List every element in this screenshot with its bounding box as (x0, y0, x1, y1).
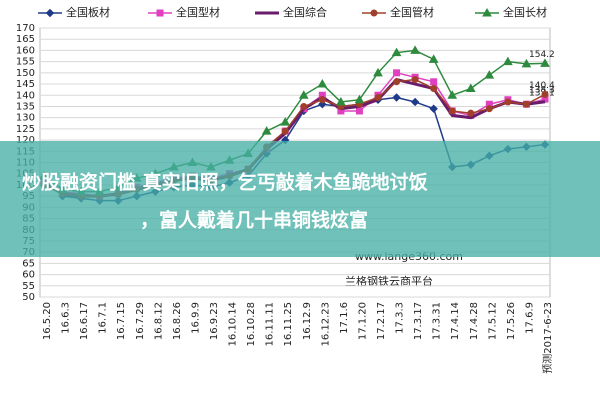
x-tick-label: 16.8.26 (172, 302, 183, 340)
x-tick-label: 17.3.17 (413, 302, 424, 340)
y-tick-label: 60 (22, 270, 35, 281)
marker (448, 107, 456, 115)
y-tick-label: 125 (16, 124, 35, 135)
y-tick-label: 145 (16, 79, 35, 90)
marker (336, 96, 346, 106)
x-tick-label: 17.5.26 (506, 302, 517, 340)
marker (410, 45, 420, 54)
marker (504, 98, 512, 106)
marker (393, 69, 401, 77)
y-tick-label: 55 (22, 281, 35, 292)
marker (428, 54, 439, 63)
marker (430, 78, 438, 86)
marker (503, 56, 513, 66)
marker (465, 83, 476, 93)
x-tick-label: 16.10.28 (246, 302, 257, 347)
marker (373, 67, 383, 77)
y-tick-label: 155 (16, 57, 35, 68)
x-tick-label: 16.5.20 (42, 302, 53, 340)
marker (467, 109, 475, 117)
overlay-headline: 炒股融资门槛 真实旧照，乞丐敲着木鱼跪地讨饭 (22, 171, 428, 194)
legend-label: 全国板材 (66, 5, 110, 19)
marker (393, 78, 401, 86)
marker (522, 100, 530, 108)
marker (410, 97, 420, 107)
data-label: 154.2 (529, 50, 555, 60)
data-label: 138.3 (529, 86, 555, 96)
x-tick-label: 17.3.3 (395, 302, 406, 334)
x-tick-label: 17.3.31 (432, 302, 443, 340)
x-tick-label: 17.6.9 (524, 302, 535, 334)
legend-marker (482, 7, 492, 17)
marker (374, 93, 382, 101)
y-tick-label: 130 (16, 113, 35, 124)
legend-marker (45, 8, 55, 18)
legend-label: 全国管材 (390, 5, 434, 19)
marker (281, 127, 289, 135)
x-tick-label: 16.12.23 (320, 302, 331, 347)
x-tick-label: 16.12.9 (302, 302, 313, 340)
x-tick-label: 17.4.14 (450, 302, 461, 340)
marker (485, 105, 493, 113)
x-tick-label: 16.7.1 (98, 302, 109, 334)
x-tick-label: 17.1.6 (339, 302, 350, 334)
marker (484, 70, 495, 79)
y-tick-label: 150 (16, 68, 35, 79)
y-tick-label: 140 (16, 90, 35, 101)
x-tick-label: 16.11.11 (265, 302, 276, 347)
legend-marker (156, 9, 164, 17)
marker (447, 90, 458, 99)
x-tick-label: 17.5.12 (487, 302, 498, 340)
x-tick-label: 16.9.23 (209, 302, 220, 340)
marker (411, 76, 419, 84)
marker (317, 79, 328, 88)
x-tick-label: 16.7.15 (116, 302, 127, 340)
x-tick-label: 16.6.17 (79, 302, 90, 340)
x-tick-label: 17.2.17 (376, 302, 387, 340)
x-tick-label: 16.7.29 (135, 302, 146, 340)
legend-label: 全国型材 (176, 5, 220, 19)
marker (280, 117, 291, 126)
marker (355, 107, 363, 115)
marker (540, 58, 550, 67)
marker (354, 94, 365, 104)
marker (521, 58, 532, 68)
y-tick-label: 170 (16, 23, 35, 34)
overlay-headline: ，富人戴着几十串铜钱炫富 (140, 209, 368, 232)
y-tick-label: 165 (16, 34, 35, 45)
y-tick-label: 50 (22, 292, 35, 303)
watermark-brand: 兰格钢铁云商平台 (345, 274, 433, 288)
marker (318, 96, 326, 104)
marker (391, 47, 402, 57)
y-tick-label: 160 (16, 45, 35, 56)
marker (429, 104, 438, 113)
x-tick-label: 预测2017-6-23 (541, 302, 554, 374)
y-tick-label: 135 (16, 101, 35, 112)
marker (298, 90, 309, 99)
marker (541, 90, 549, 98)
overlay-banner (0, 141, 600, 257)
x-tick-label: 17.1.20 (357, 302, 368, 340)
data-label: 140.4 (529, 81, 555, 91)
y-tick-label: 120 (16, 135, 35, 146)
marker (392, 93, 401, 102)
legend-label: 全国综合 (283, 5, 327, 19)
marker (261, 126, 272, 135)
legend-marker (370, 9, 378, 17)
x-tick-label: 17.4.28 (469, 302, 480, 340)
x-tick-label: 16.10.14 (228, 302, 239, 347)
x-tick-label: 16.6.3 (61, 302, 72, 334)
x-tick-label: 16.9.9 (190, 302, 201, 334)
x-tick-label: 16.8.12 (153, 302, 164, 340)
legend-label: 全国长材 (503, 5, 547, 19)
x-tick-label: 16.11.25 (283, 302, 294, 347)
marker (300, 102, 308, 110)
marker (430, 85, 438, 93)
y-tick-label: 65 (22, 258, 35, 269)
